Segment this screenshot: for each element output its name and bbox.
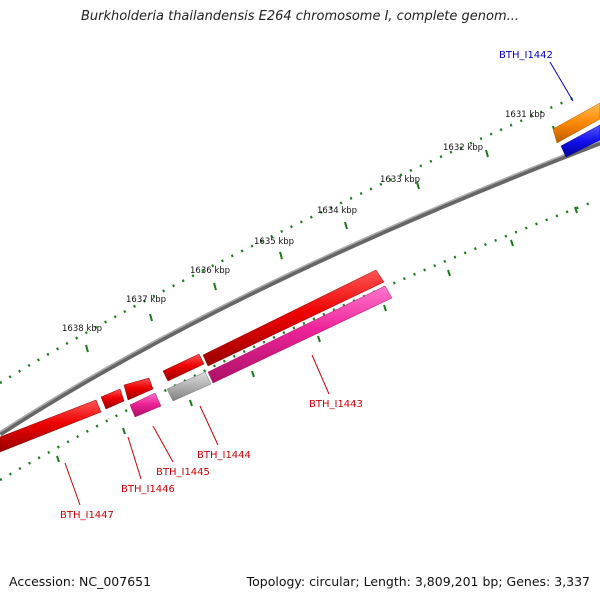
gene-label-BTH_I1444: BTH_I1444 <box>197 450 251 461</box>
kbp-label: 1634 kbp <box>317 206 357 216</box>
gene-BTH_I1443-fwd <box>202 269 385 367</box>
map-title: Burkholderia thailandensis E264 chromoso… <box>80 9 520 24</box>
reverse-strand-genes[interactable] <box>129 124 600 418</box>
gene-label-BTH_I1442: BTH_I1442 <box>499 50 553 61</box>
gene-label-BTH_I1447: BTH_I1447 <box>60 510 114 521</box>
gene-BTH_I1442 <box>552 102 600 144</box>
genome-stats-text: Topology: circular; Length: 3,809,201 bp… <box>246 574 590 589</box>
gene-label-BTH_I1443: BTH_I1443 <box>309 399 363 410</box>
kbp-labels: 1631 kbp 1632 kbp 1633 kbp 1634 kbp 1635… <box>62 110 545 334</box>
kbp-label: 1638 kbp <box>62 324 102 334</box>
gene-label-BTH_I1445: BTH_I1445 <box>156 467 210 478</box>
accession-text: Accession: NC_007651 <box>9 574 152 589</box>
gene-BTH_I1447-fwd <box>0 399 102 453</box>
gene-BTH_I1445 <box>129 392 162 418</box>
gene-label-BTH_I1446: BTH_I1446 <box>121 484 175 495</box>
kbp-label: 1633 kbp <box>380 175 420 185</box>
gene-BTH_I1446-fwd <box>100 388 125 410</box>
gene-BTH_I1444 <box>166 371 212 402</box>
gene-BTH_I1442-rev <box>560 124 600 158</box>
gene-BTH_I1445-fwd <box>123 377 154 401</box>
kbp-label: 1631 kbp <box>505 110 545 120</box>
kbp-label: 1636 kbp <box>190 266 230 276</box>
kbp-label: 1637 kbp <box>126 295 166 305</box>
gene-BTH_I1444-fwd <box>162 353 205 382</box>
genome-backbone <box>0 140 600 437</box>
gene-BTH_I1443 <box>207 285 393 384</box>
kbp-label: 1632 kbp <box>443 143 483 153</box>
gene-labels[interactable]: BTH_I1442 BTH_I1443 BTH_I1444 BTH_I1445 … <box>60 50 553 521</box>
gene-callouts <box>64 61 574 506</box>
kbp-major-ticks <box>56 125 578 463</box>
forward-strand-genes[interactable] <box>0 102 600 453</box>
kbp-label: 1635 kbp <box>254 237 294 247</box>
